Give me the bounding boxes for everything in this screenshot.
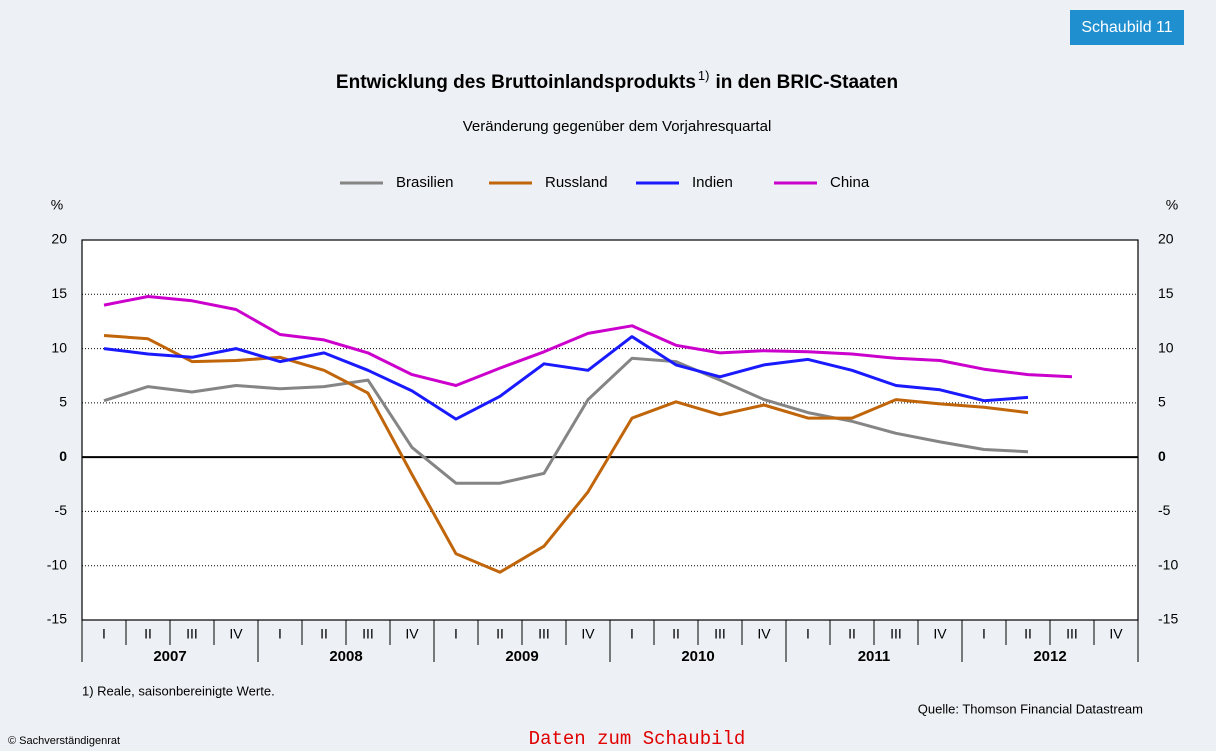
x-tick-label: IV bbox=[405, 626, 419, 642]
x-tick-label: II bbox=[496, 626, 504, 642]
x-tick-label: IV bbox=[757, 626, 771, 642]
y-tick-label: 5 bbox=[59, 394, 67, 410]
x-tick-label: I bbox=[278, 626, 282, 642]
x-tick-label: IV bbox=[933, 626, 947, 642]
year-label: 2007 bbox=[153, 648, 186, 665]
x-tick-label: III bbox=[362, 626, 374, 642]
x-tick-label: III bbox=[538, 626, 550, 642]
y2-tick-label: 5 bbox=[1158, 394, 1166, 410]
subtitle: Veränderung gegenüber dem Vorjahresquart… bbox=[463, 118, 772, 135]
data-link[interactable]: Daten zum Schaubild bbox=[529, 728, 746, 750]
x-tick-label: II bbox=[1024, 626, 1032, 642]
y2-tick-label: -15 bbox=[1158, 611, 1178, 627]
badge-box bbox=[1070, 10, 1184, 45]
title-end: in den BRIC-Staaten bbox=[715, 72, 898, 93]
legend-label: Russland bbox=[545, 174, 608, 191]
x-tick-label: IV bbox=[229, 626, 243, 642]
legend-label: China bbox=[830, 174, 870, 191]
chart-title: Entwicklung des Bruttoinlandsprodukts 1) i… bbox=[336, 68, 898, 93]
y2-tick-label: 15 bbox=[1158, 285, 1174, 301]
y2-tick-label: -5 bbox=[1158, 502, 1171, 518]
x-tick-label: III bbox=[890, 626, 902, 642]
x-tick-label: I bbox=[806, 626, 810, 642]
x-tick-label: II bbox=[144, 626, 152, 642]
year-label: 2008 bbox=[329, 648, 362, 665]
x-tick-label: I bbox=[454, 626, 458, 642]
y2-tick-label: 20 bbox=[1158, 231, 1174, 247]
legend-label: Brasilien bbox=[396, 174, 454, 191]
x-tick-label: III bbox=[1066, 626, 1078, 642]
y2-tick-label: -10 bbox=[1158, 556, 1178, 572]
x-tick-label: II bbox=[848, 626, 856, 642]
year-label: 2009 bbox=[505, 648, 538, 665]
x-tick-label: I bbox=[630, 626, 634, 642]
legend-label: Indien bbox=[692, 174, 733, 191]
source: Quelle: Thomson Financial Datastream bbox=[918, 701, 1143, 716]
y-tick-label: -5 bbox=[55, 502, 68, 518]
y2-tick-label: 0 bbox=[1158, 448, 1166, 464]
y-tick-label: 15 bbox=[51, 285, 67, 301]
y-tick-label: 20 bbox=[51, 231, 67, 247]
series-line bbox=[103, 335, 1029, 421]
y-tick-label: 0 bbox=[59, 448, 67, 464]
y-tick-label: 10 bbox=[51, 339, 67, 355]
x-tick-label: IV bbox=[581, 626, 595, 642]
series-line bbox=[103, 295, 1073, 387]
y2-axis-label: % bbox=[1166, 197, 1178, 213]
year-label: 2011 bbox=[858, 648, 891, 665]
y-tick-label: -10 bbox=[47, 556, 67, 572]
plot-area bbox=[82, 240, 1138, 620]
title-main: Entwicklung des Bruttoinlandsprodukts bbox=[336, 72, 696, 93]
badge: Schaubild 11 bbox=[1081, 19, 1172, 36]
x-tick-label: II bbox=[672, 626, 680, 642]
title-note: 1) bbox=[698, 68, 710, 83]
series-line bbox=[103, 334, 1029, 574]
series-line bbox=[103, 356, 1029, 485]
y-tick-label: -15 bbox=[47, 611, 67, 627]
x-tick-label: II bbox=[320, 626, 328, 642]
footnote: 1) Reale, saisonbereinigte Werte. bbox=[82, 683, 275, 698]
x-tick-label: III bbox=[186, 626, 198, 642]
x-tick-label: I bbox=[982, 626, 986, 642]
year-label: 2010 bbox=[681, 648, 714, 665]
year-label: 2012 bbox=[1033, 648, 1066, 665]
x-tick-label: I bbox=[102, 626, 106, 642]
x-tick-label: IV bbox=[1109, 626, 1123, 642]
y-axis-label: % bbox=[51, 197, 63, 213]
copyright: © Sachverständigenrat bbox=[8, 735, 120, 747]
y2-tick-label: 10 bbox=[1158, 339, 1174, 355]
x-tick-label: III bbox=[714, 626, 726, 642]
